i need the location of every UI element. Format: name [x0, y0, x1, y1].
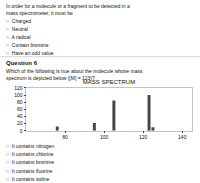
svg-text:○ A radical: ○ A radical: [6, 34, 31, 40]
svg-text:100: 100: [14, 92, 23, 98]
svg-text:○ Neutral: ○ Neutral: [6, 26, 28, 32]
svg-text:140: 140: [178, 134, 187, 140]
svg-text:○ It contains nitrogen: ○ It contains nitrogen: [6, 143, 54, 149]
svg-text:80: 80: [62, 134, 68, 140]
svg-text:○ It contains bromine: ○ It contains bromine: [6, 159, 54, 165]
svg-text:○ Have an odd value: ○ Have an odd value: [6, 50, 54, 56]
svg-text:120: 120: [139, 134, 148, 140]
svg-text:○ Contain bromine: ○ Contain bromine: [6, 42, 49, 48]
svg-text:Question 6: Question 6: [6, 60, 38, 66]
svg-text:○ It contains chlorine: ○ It contains chlorine: [6, 151, 54, 157]
svg-text:○ It contains iodine: ○ It contains iodine: [6, 176, 50, 182]
svg-text:MASS SPECTRUM: MASS SPECTRUM: [83, 79, 135, 85]
svg-text:Which of the following is true: Which of the following is true about the…: [6, 68, 143, 81]
svg-text:In order for a molecule or a f: In order for a molecule or a fragment to…: [6, 3, 130, 16]
svg-text:20: 20: [17, 120, 23, 126]
svg-text:○ It contains fluorine: ○ It contains fluorine: [6, 168, 53, 174]
svg-text:60: 60: [17, 106, 23, 112]
svg-text:100: 100: [100, 134, 109, 140]
svg-text:40: 40: [17, 113, 23, 119]
svg-text:120: 120: [14, 85, 23, 91]
svg-text:80: 80: [17, 99, 23, 105]
svg-text:0: 0: [20, 128, 23, 134]
svg-text:○ Charged: ○ Charged: [6, 18, 31, 24]
